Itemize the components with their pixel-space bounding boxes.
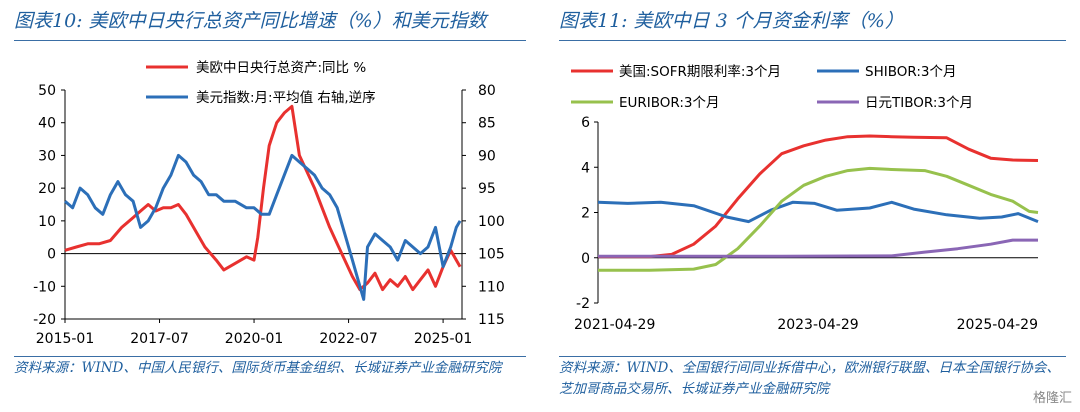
legend-label-3: 日元TIBOR:3个月 [865, 95, 973, 111]
x-tick-label: 2023-04-29 [777, 317, 858, 333]
right-title-rule [559, 40, 1066, 41]
left-chart: 50403020100-10-2080859095100105110115201… [33, 60, 505, 347]
x-tick-label: 2025-01 [414, 331, 473, 347]
y-right-tick-label: 115 [478, 312, 505, 328]
y-left-tick-label: -20 [33, 312, 56, 328]
y-right-tick-label: 90 [478, 148, 496, 164]
legend-label-1: 美元指数:月:平均值 右轴,逆序 [196, 90, 376, 106]
left-figure-title: 图表10: 美欧中日央行总资产同比增速（%）和美元指数 [14, 10, 487, 32]
y-tick-label: 2 [581, 206, 590, 222]
y-left-tick-label: 10 [38, 214, 56, 230]
line-series-2 [598, 166, 1039, 272]
line-series-0 [64, 104, 462, 292]
left-figure: 图表10: 美欧中日央行总资产同比增速（%）和美元指数 50 40 30 20 10 0-… [14, 10, 526, 376]
left-title-rule [14, 40, 526, 41]
legend-label-0: 美欧中日央行总资产:同比 % [196, 60, 366, 76]
y-left-tick-label: 20 [38, 181, 56, 197]
y-right-tick-label: 80 [478, 83, 496, 99]
y-tick-label: 4 [581, 160, 590, 176]
y-right-tick-label: 95 [478, 181, 496, 197]
line-series-1 [64, 153, 462, 301]
y-right-tick-label: 85 [478, 116, 496, 132]
y-tick-label: -2 [576, 296, 590, 312]
y-right-tick-label: 105 [478, 247, 505, 263]
y-right-tick-label: 100 [478, 214, 505, 230]
y-right-tick-label: 110 [478, 279, 505, 295]
x-tick-label: 2015-01 [36, 331, 95, 347]
right-figure-title: 图表11: 美欧中日 3 个月资金利率（%） [559, 10, 904, 32]
y-left-tick-label: -10 [33, 279, 56, 295]
x-tick-label: 2021-04-29 [574, 317, 655, 333]
line-series-0 [598, 134, 1039, 259]
right-source-note: 资料来源：WIND、全国银行间同业拆借中心，欧洲银行联盟、日本全国银行协会、芝加… [559, 360, 1060, 397]
y-tick-label: 6 [581, 115, 590, 131]
left-source-rule [14, 356, 526, 357]
x-tick-label: 2017-07 [130, 331, 189, 347]
left-source-note: 资料来源：WIND、中国人民银行、国际货币基金组织、长城证券产业金融研究院 [14, 360, 502, 376]
right-chart: 6 4 2 0 -2 2021-04-29 2023-04-29 2025-04-29 美国:S… [571, 63, 1039, 333]
right-source-rule [559, 356, 1066, 357]
watermark: 格隆汇 [1032, 391, 1072, 406]
x-tick-label: 2022-07 [319, 331, 378, 347]
x-tick-label: 2020-01 [225, 331, 284, 347]
y-left-tick-label: 30 [38, 148, 56, 164]
legend-label-0: 美国:SOFR期限利率:3个月 [619, 63, 781, 80]
y-left-tick-label: 0 [47, 247, 56, 263]
legend-label-2: EURIBOR:3个月 [619, 95, 720, 111]
y-left-tick-label: 40 [38, 116, 56, 132]
right-figure: 图表11: 美欧中日 3 个月资金利率（%） 6 4 2 0 -2 2021-04-29 2… [545, 0, 1080, 412]
y-left-tick-label: 50 [38, 83, 56, 99]
line-series-1 [597, 200, 1039, 224]
y-tick-label: 0 [581, 251, 590, 267]
legend-label-1: SHIBOR:3个月 [865, 64, 956, 80]
x-tick-label: 2025-04-29 [957, 317, 1038, 333]
line-series-3 [598, 238, 1038, 258]
